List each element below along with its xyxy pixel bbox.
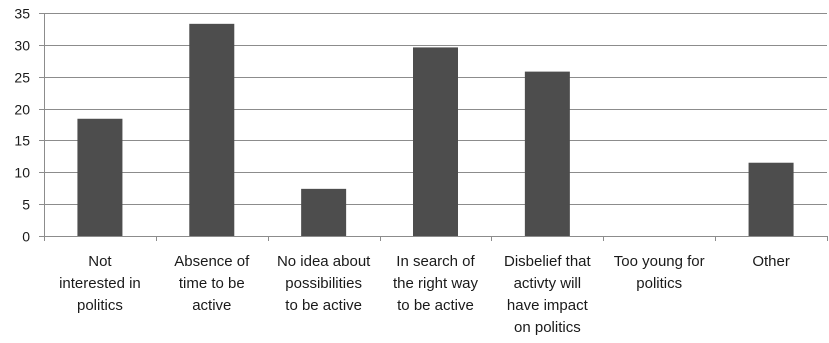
y-tick-label: 20: [14, 102, 30, 118]
x-category-label-line: to be active: [285, 297, 362, 314]
x-category-label-line: Disbelief that: [504, 253, 592, 270]
x-category-label-line: possibilities: [285, 275, 362, 292]
x-category-label-line: In search of: [396, 253, 475, 270]
x-category-label: No idea about possibilities to be active: [277, 253, 371, 314]
y-tick-label: 15: [14, 133, 30, 149]
y-tick-label: 0: [22, 229, 30, 245]
x-category-label-line: Other: [752, 253, 790, 270]
x-category-label: Other: [752, 253, 790, 270]
x-category-label-line: Too young for: [614, 253, 705, 270]
x-category-label-line: No idea about: [277, 253, 371, 270]
bar-1: [189, 23, 235, 237]
labels: 0 5 10 15 20 25 30 35 Not interested in politics Ab…: [14, 6, 789, 337]
x-category-label-line: Not: [88, 253, 112, 270]
y-tick-label: 10: [14, 165, 30, 181]
x-category-label-line: have impact: [507, 297, 589, 314]
x-category-label-line: politics: [77, 297, 123, 314]
x-category-label-line: Absence of: [174, 253, 250, 270]
bar-4: [524, 71, 570, 236]
bar-2: [301, 188, 347, 236]
x-category-label-line: to be active: [397, 297, 474, 314]
x-category-label-line: on politics: [514, 319, 581, 336]
x-category-label: In search of the right way to be active: [393, 253, 479, 314]
bar-3: [413, 47, 458, 236]
y-tick-label: 35: [14, 6, 30, 22]
x-category-label-line: active: [192, 297, 231, 314]
bars: [77, 23, 794, 237]
x-category-label: Absence of time to be active: [174, 253, 250, 314]
x-category-label: Not interested in politics: [59, 253, 141, 314]
y-tick-label: 30: [14, 38, 30, 54]
x-category-label: Disbelief that activty will have impact on …: [504, 253, 592, 336]
axes: [39, 13, 828, 241]
bar-0: [77, 118, 123, 236]
x-category-label-line: interested in: [59, 275, 141, 292]
bar-6: [748, 162, 794, 236]
x-category-label-line: politics: [636, 275, 682, 292]
x-category-label-line: the right way: [393, 275, 479, 292]
x-category-label-line: activty will: [514, 275, 582, 292]
y-tick-label: 25: [14, 70, 30, 86]
x-category-label-line: time to be: [179, 275, 245, 292]
y-tick-label: 5: [22, 197, 30, 213]
x-category-label: Too young for politics: [614, 253, 705, 292]
